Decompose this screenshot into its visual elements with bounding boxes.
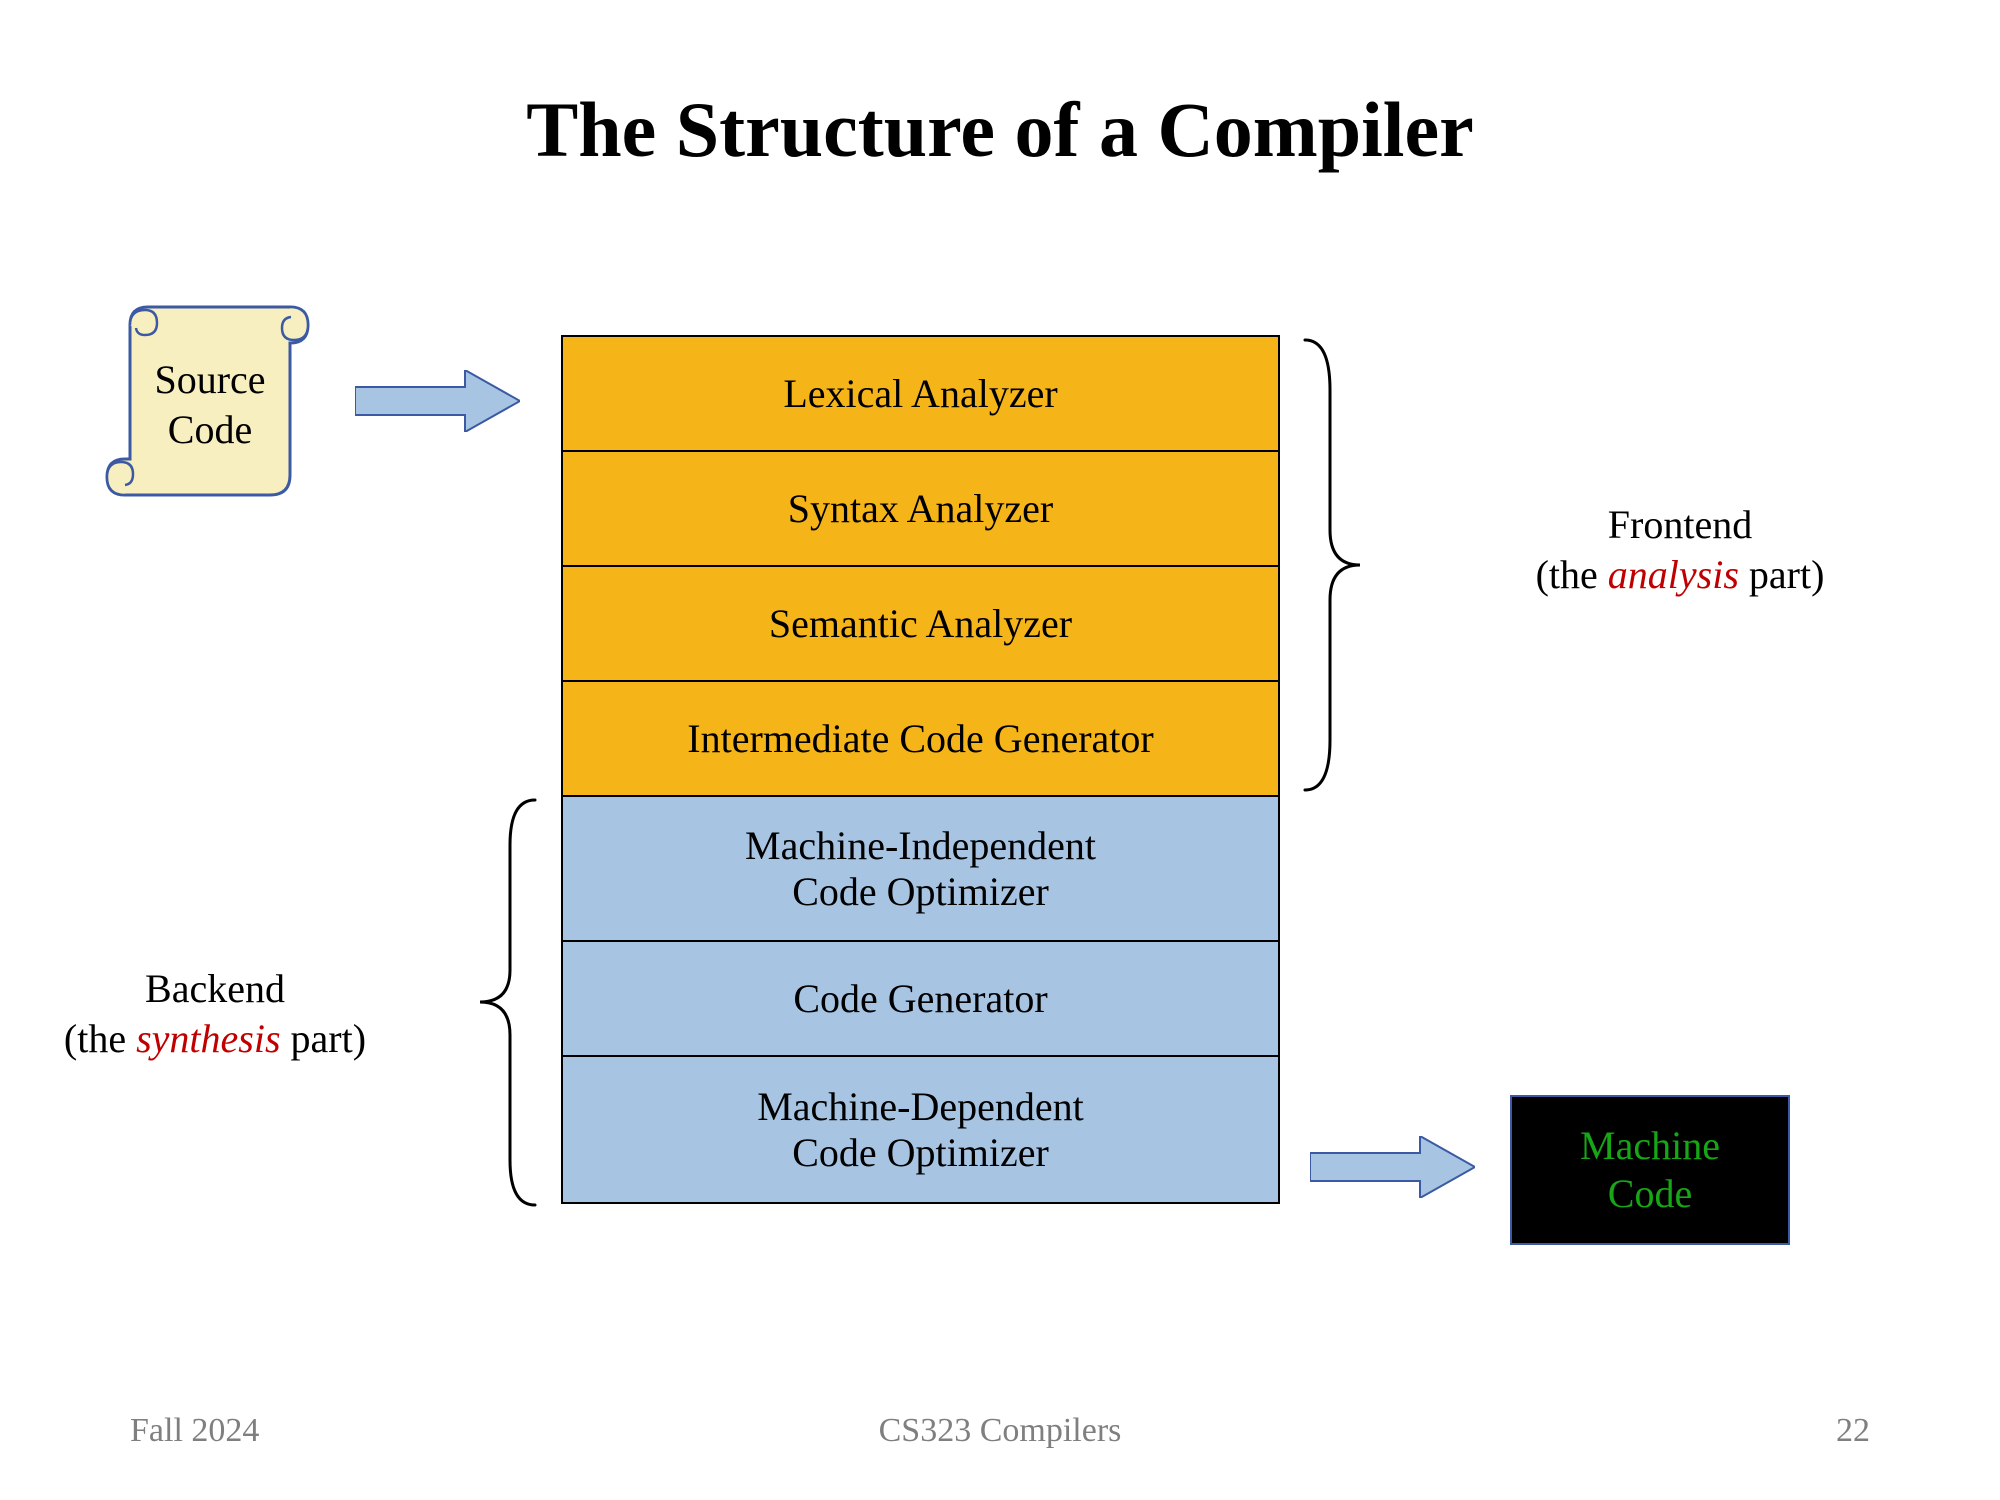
frontend-label: Frontend (the analysis part) — [1470, 500, 1890, 600]
backend-line2-post: part) — [281, 1016, 367, 1061]
arrow-source-to-stages — [355, 370, 520, 432]
stage-frontend-2: Semantic Analyzer — [563, 567, 1278, 682]
machine-code-box: Machine Code — [1510, 1095, 1790, 1245]
frontend-line2-emph: analysis — [1608, 552, 1739, 597]
stage-frontend-0: Lexical Analyzer — [563, 337, 1278, 452]
arrow-stages-to-machine-code — [1310, 1136, 1475, 1198]
footer-center: CS323 Compilers — [0, 1412, 2000, 1450]
source-label-line2: Code — [168, 407, 252, 452]
stage-backend-6: Machine-DependentCode Optimizer — [563, 1057, 1278, 1202]
source-code-scroll: Source Code — [95, 295, 325, 525]
brace-backend — [470, 795, 540, 1210]
stage-frontend-3: Intermediate Code Generator — [563, 682, 1278, 797]
brace-frontend — [1300, 335, 1370, 795]
stage-frontend-1: Syntax Analyzer — [563, 452, 1278, 567]
machine-code-line1: Machine — [1580, 1123, 1720, 1168]
footer-right: 22 — [1836, 1412, 1870, 1450]
frontend-line2-pre: (the — [1536, 552, 1608, 597]
source-label-line1: Source — [154, 357, 265, 402]
slide-footer: CS323 Compilers Fall 2024 22 — [0, 1412, 2000, 1450]
stage-backend-4: Machine-IndependentCode Optimizer — [563, 797, 1278, 942]
machine-code-line2: Code — [1608, 1171, 1692, 1216]
backend-line2-emph: synthesis — [136, 1016, 280, 1061]
backend-label: Backend (the synthesis part) — [0, 964, 430, 1064]
frontend-line2-post: part) — [1739, 552, 1825, 597]
stage-backend-5: Code Generator — [563, 942, 1278, 1057]
backend-line2-pre: (the — [64, 1016, 136, 1061]
slide-title: The Structure of a Compiler — [0, 85, 2000, 175]
frontend-line1: Frontend — [1608, 502, 1752, 547]
compiler-stage-column: Lexical AnalyzerSyntax AnalyzerSemantic … — [561, 335, 1280, 1204]
backend-line1: Backend — [145, 966, 285, 1011]
